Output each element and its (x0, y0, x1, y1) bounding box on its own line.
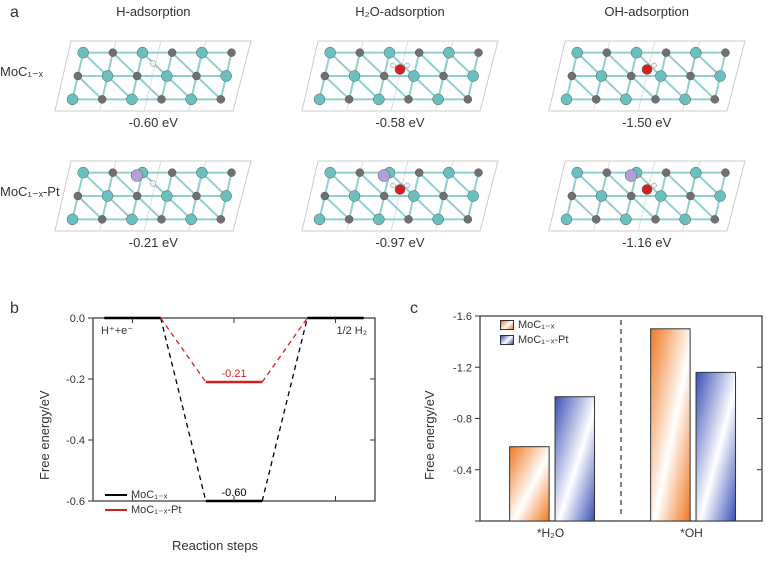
panel-b-legend: MoC₁₋ₓ MoC₁₋ₓ-Pt (105, 488, 181, 518)
panel-a-cell: -0.60 eV (30, 22, 277, 142)
svg-text:-0.6: -0.6 (66, 496, 85, 508)
svg-text:-0.8: -0.8 (453, 414, 472, 426)
panel-c-chart: -0.4 -0.8 -1.2 -1.6 *H₂O *OH (430, 310, 770, 545)
cell-value: -0.21 eV (129, 235, 178, 250)
svg-text:-1.2: -1.2 (453, 362, 472, 374)
legend-item: MoC₁₋ₓ-Pt (105, 503, 181, 516)
svg-text:-0.2: -0.2 (66, 374, 85, 386)
legend-item: MoC₁₋ₓ-Pt (500, 333, 568, 346)
legend-item: MoC₁₋ₓ (105, 488, 181, 501)
svg-text:*H₂O: *H₂O (537, 526, 564, 540)
panel-label-a: a (10, 4, 19, 22)
svg-text:1/2 H₂: 1/2 H₂ (336, 325, 367, 337)
svg-text:H⁺+e⁻: H⁺+e⁻ (101, 325, 133, 337)
cell-value: -0.97 eV (375, 235, 424, 250)
panel-label-b: b (10, 300, 19, 318)
panel-a-cell: -0.97 eV (277, 142, 524, 262)
panel-c-ylabel: Free energy/eV (422, 390, 437, 480)
svg-text:-1.6: -1.6 (453, 311, 472, 323)
cell-value: -0.60 eV (129, 115, 178, 130)
panel-a-cell: -0.58 eV (277, 22, 524, 142)
panel-a-cell: -0.21 eV (30, 142, 277, 262)
panel-b-xlabel: Reaction steps (45, 538, 385, 553)
panel-c-legend: MoC₁₋ₓ MoC₁₋ₓ-Pt (500, 318, 568, 348)
svg-text:-0.4: -0.4 (453, 465, 472, 477)
panel-a-row: MoC₁₋ₓ-0.60 eV-0.58 eV-1.50 eV (30, 22, 770, 142)
panel-a-cell: -1.50 eV (523, 22, 770, 142)
svg-text:-0.4: -0.4 (66, 435, 85, 447)
panel-a-row: MoC₁₋ₓ-Pt-0.21 eV-0.97 eV-1.16 eV (30, 142, 770, 262)
panel-a-headers: H-adsorption H₂O-adsorption OH-adsorptio… (30, 0, 770, 22)
svg-text:-0.21: -0.21 (221, 368, 246, 380)
panel-a-cell: -1.16 eV (523, 142, 770, 262)
col-header: OH-adsorption (523, 0, 770, 22)
cell-value: -1.50 eV (622, 115, 671, 130)
panel-b: Free energy/eV 0.0-0.2-0.4-0.6H⁺+e⁻1/2 H… (45, 310, 385, 555)
col-header: H₂O-adsorption (277, 0, 524, 22)
cell-value: -0.58 eV (375, 115, 424, 130)
svg-text:*OH: *OH (680, 526, 703, 540)
panel-b-ylabel: Free energy/eV (37, 390, 52, 480)
cell-value: -1.16 eV (622, 235, 671, 250)
legend-item: MoC₁₋ₓ (500, 318, 568, 331)
row-label: MoC₁₋ₓ-Pt (0, 184, 62, 200)
col-header: H-adsorption (30, 0, 277, 22)
panel-b-chart: 0.0-0.2-0.4-0.6H⁺+e⁻1/2 H₂-0.60-0.21 (45, 310, 385, 525)
row-label: MoC₁₋ₓ (0, 64, 62, 80)
panel-c: Free energy/eV -0.4-0.8-1.2-1.6*H₂O*OH M… (430, 310, 770, 555)
panel-a: H-adsorption H₂O-adsorption OH-adsorptio… (30, 0, 770, 290)
svg-text:0.0: 0.0 (70, 313, 85, 325)
panel-label-c: c (410, 300, 418, 318)
